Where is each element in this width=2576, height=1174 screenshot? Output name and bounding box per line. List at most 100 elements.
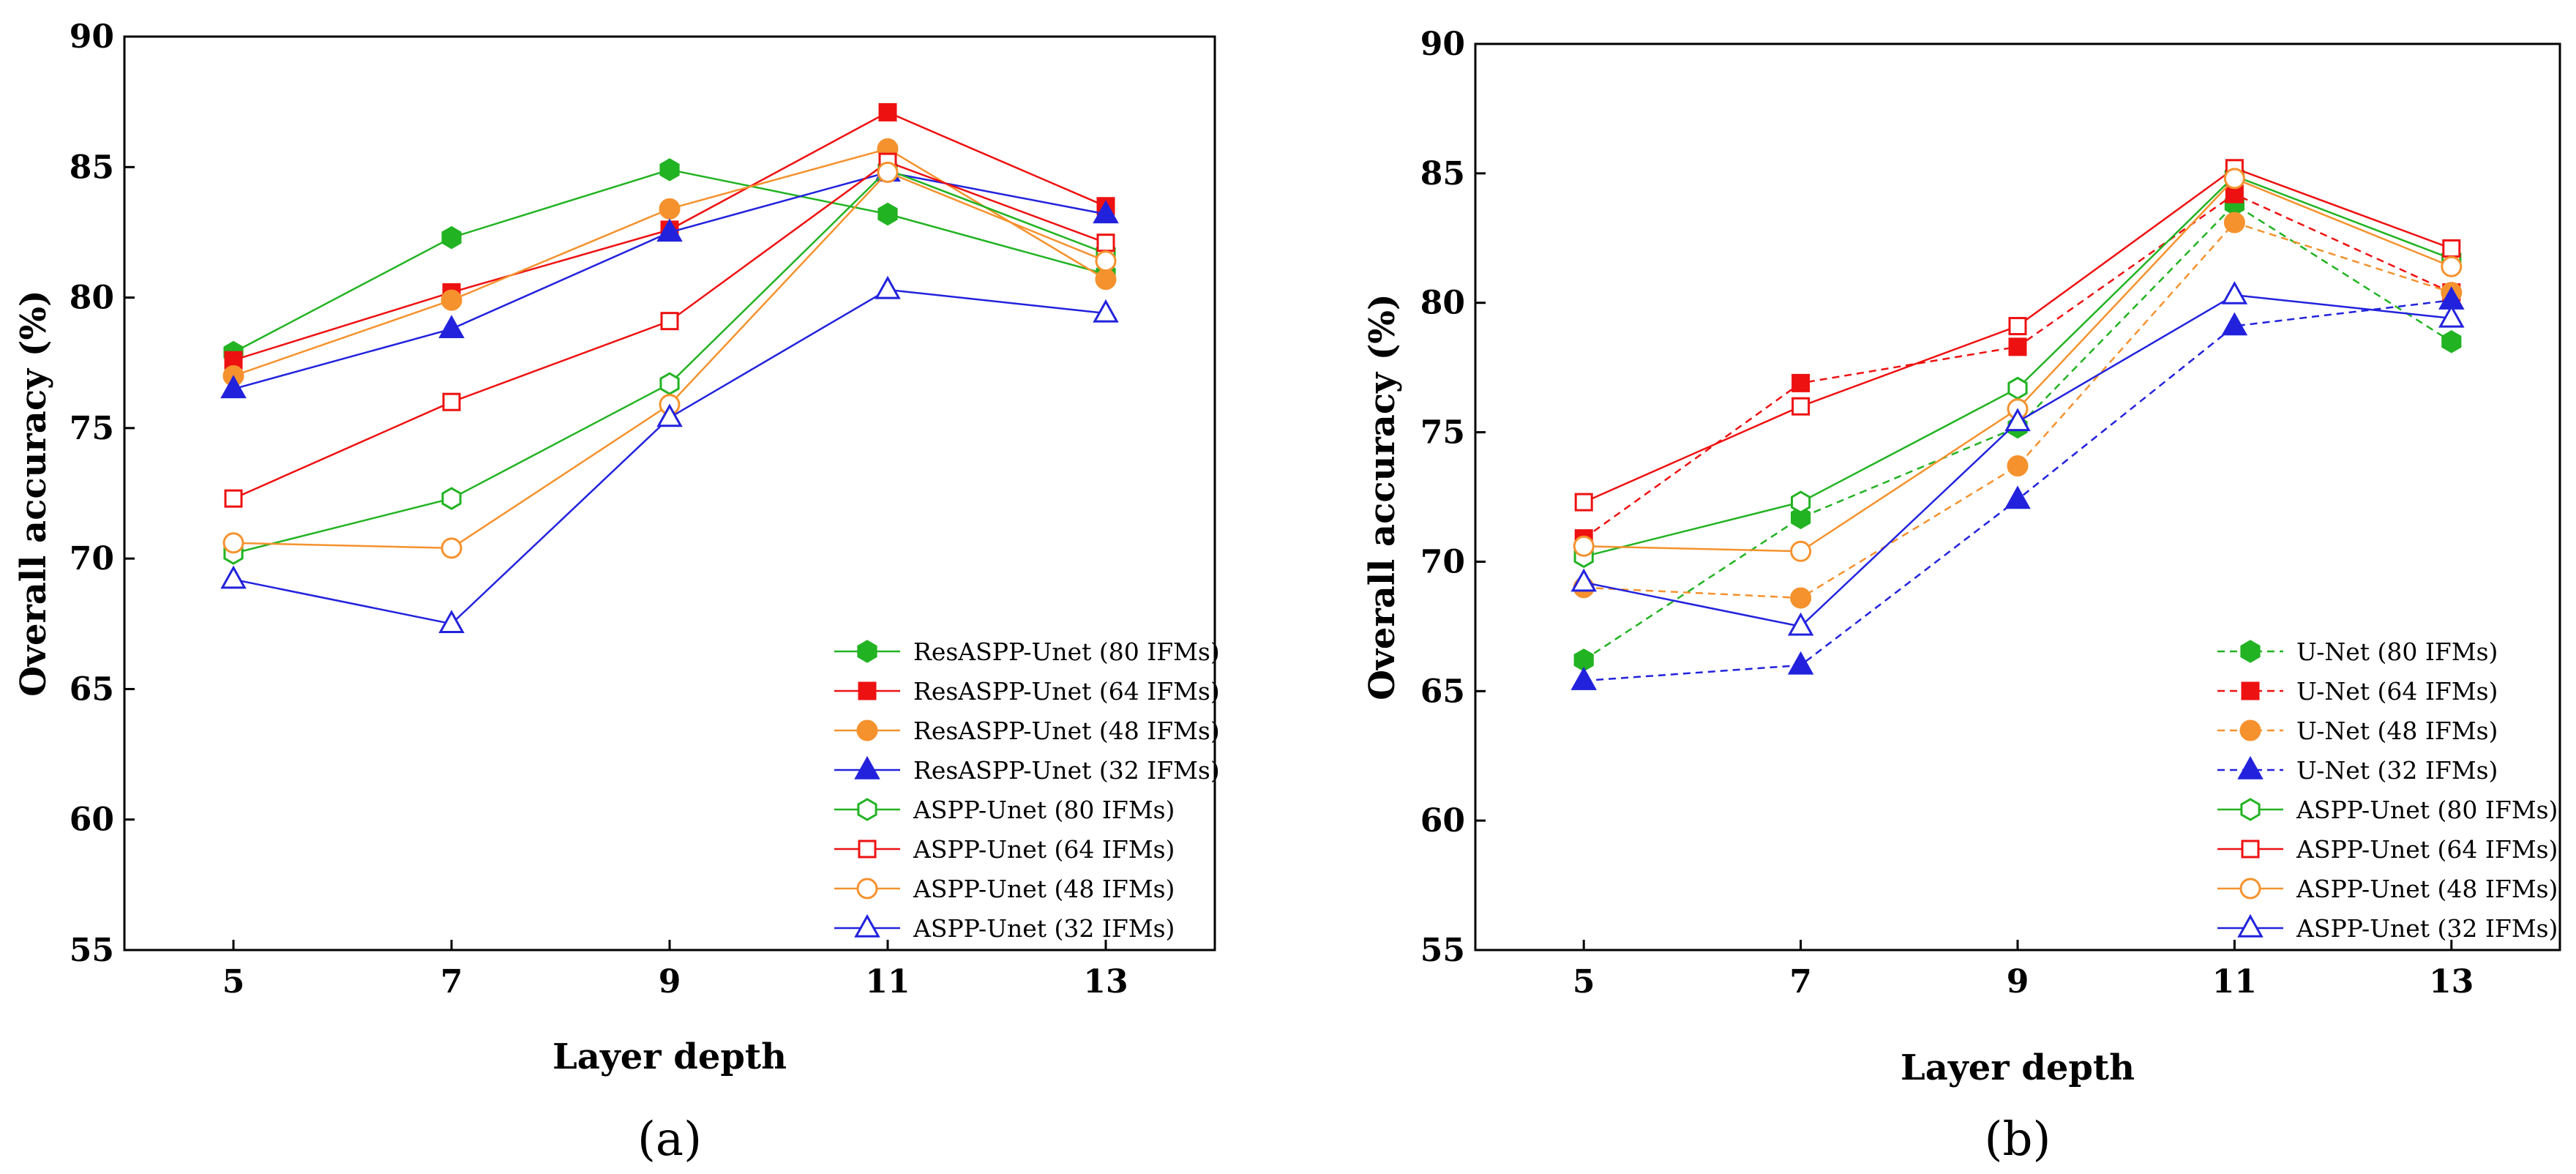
data-point xyxy=(2223,212,2245,233)
data-point xyxy=(1791,506,1811,530)
data-point xyxy=(656,218,683,242)
legend-marker xyxy=(2239,878,2261,900)
data-point xyxy=(1791,397,1811,416)
data-point xyxy=(442,392,461,411)
series-7 xyxy=(1570,281,2465,636)
y-tick-label: 65 xyxy=(1420,673,1465,710)
x-tick-label: 7 xyxy=(441,963,463,1001)
legend: ResASPP-Unet (80 IFMs) ResASPP-Unet (64 I… xyxy=(834,638,1220,943)
legend-label: ResASPP-Unet (32 IFMs) xyxy=(913,756,1220,785)
y-tick-label: 90 xyxy=(70,18,114,56)
legend-marker xyxy=(2239,719,2261,741)
panel-label: (b) xyxy=(1985,1113,2051,1167)
legend-label: U-Net (32 IFMs) xyxy=(2296,756,2498,785)
legend-label: ResASPP-Unet (80 IFMs) xyxy=(913,638,1220,666)
data-point xyxy=(2004,408,2031,432)
legend-marker xyxy=(2240,798,2261,821)
legend-item: ASPP-Unet (32 IFMs) xyxy=(2217,913,2558,943)
data-point xyxy=(2008,317,2027,336)
legend-item: ASPP-Unet (48 IFMs) xyxy=(834,875,1175,903)
legend-item: ASPP-Unet (64 IFMs) xyxy=(834,835,1175,864)
data-point xyxy=(438,315,465,339)
data-point xyxy=(1093,299,1119,323)
legend-marker xyxy=(858,840,877,859)
data-point xyxy=(1095,250,1117,272)
data-point xyxy=(660,312,679,331)
legend-label: U-Net (48 IFMs) xyxy=(2296,717,2498,745)
legend-label: ResASPP-Unet (64 IFMs) xyxy=(913,677,1220,706)
legend-item: U-Net (64 IFMs) xyxy=(2217,677,2498,706)
legend: U-Net (80 IFMs) U-Net (64 IFMs) U-Net (48 … xyxy=(2217,638,2558,943)
x-tick-label: 5 xyxy=(222,963,245,1001)
data-point xyxy=(2442,239,2461,258)
y-tick-label: 80 xyxy=(1420,285,1465,322)
data-point xyxy=(1790,540,1812,562)
data-point xyxy=(1095,269,1117,291)
legend-label: ASPP-Unet (48 IFMs) xyxy=(2296,875,2558,903)
x-tick-label: 9 xyxy=(659,963,681,1001)
legend-marker xyxy=(2237,913,2264,938)
data-point xyxy=(441,225,462,250)
legend-item: ResASPP-Unet (80 IFMs) xyxy=(834,638,1220,666)
legend-label: ASPP-Unet (80 IFMs) xyxy=(913,796,1175,824)
legend-item: ASPP-Unet (80 IFMs) xyxy=(834,796,1175,824)
legend-marker xyxy=(2237,755,2264,779)
data-point xyxy=(878,102,897,121)
y-tick-label: 80 xyxy=(70,280,114,317)
y-tick-label: 75 xyxy=(1420,414,1465,452)
series-7 xyxy=(220,275,1119,633)
data-point xyxy=(220,375,247,399)
legend-item: U-Net (32 IFMs) xyxy=(2217,755,2498,785)
data-point xyxy=(1573,535,1595,557)
legend-label: ASPP-Unet (32 IFMs) xyxy=(2296,914,2558,943)
data-point xyxy=(1574,493,1593,512)
series-0 xyxy=(1573,192,2462,672)
data-point xyxy=(1570,568,1597,592)
series-line xyxy=(1584,221,2452,599)
data-point xyxy=(2004,485,2031,509)
data-point xyxy=(659,372,680,395)
legend-item: ResASPP-Unet (32 IFMs) xyxy=(834,755,1220,785)
x-axis-title: Layer depth xyxy=(553,1036,787,1077)
data-point xyxy=(656,403,683,427)
data-point xyxy=(2007,376,2028,400)
legend-marker xyxy=(856,719,878,741)
legend-label: U-Net (64 IFMs) xyxy=(2296,677,2498,706)
legend-marker xyxy=(854,755,880,779)
data-point xyxy=(224,489,243,508)
data-point xyxy=(877,202,898,226)
data-point xyxy=(1787,612,1814,636)
data-point xyxy=(2221,281,2248,304)
data-point xyxy=(2441,255,2463,277)
y-tick-label: 55 xyxy=(70,932,114,969)
data-point xyxy=(220,565,247,589)
legend-label: ASPP-Unet (80 IFMs) xyxy=(2296,796,2558,824)
legend-marker xyxy=(856,878,878,900)
legend-item: ResASPP-Unet (64 IFMs) xyxy=(834,677,1220,706)
legend-label: U-Net (80 IFMs) xyxy=(2296,638,2498,666)
data-point xyxy=(1570,667,1597,690)
legend-label: ResASPP-Unet (48 IFMs) xyxy=(913,717,1220,745)
panel-a: 55 60 65 70 75 80 85 90 5 7 9 11 13 Layer depth Overal… xyxy=(13,18,1220,1167)
y-tick-label: 65 xyxy=(70,670,114,708)
y-tick-label: 70 xyxy=(70,540,114,577)
data-point xyxy=(2223,168,2245,190)
data-point xyxy=(877,161,899,183)
data-point xyxy=(2007,455,2029,477)
legend-label: ASPP-Unet (48 IFMs) xyxy=(913,875,1175,903)
data-point xyxy=(222,532,244,554)
x-tick-label: 11 xyxy=(865,963,910,1001)
y-axis-title: Overall accuracy (%) xyxy=(13,290,54,697)
x-tick-label: 9 xyxy=(2007,963,2029,1001)
legend-label: ASPP-Unet (32 IFMs) xyxy=(913,914,1175,943)
panel-label: (a) xyxy=(637,1113,702,1167)
data-point xyxy=(875,275,901,299)
data-point xyxy=(2438,304,2465,328)
legend-item: ASPP-Unet (64 IFMs) xyxy=(2217,835,2558,864)
x-tick-label: 11 xyxy=(2212,963,2257,1001)
y-tick-label: 60 xyxy=(1420,802,1465,840)
legend-item: ResASPP-Unet (48 IFMs) xyxy=(834,717,1220,745)
legend-label: ASPP-Unet (64 IFMs) xyxy=(2296,835,2558,864)
legend-marker xyxy=(2241,681,2260,700)
